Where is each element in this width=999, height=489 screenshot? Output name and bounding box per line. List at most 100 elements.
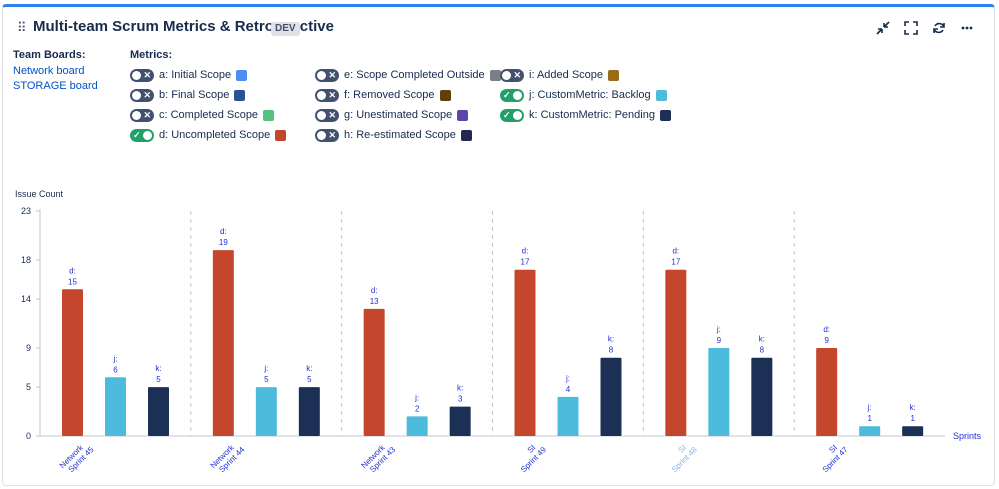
toggle-knob [513,110,522,120]
x-icon: ✕ [513,69,521,80]
bar-j [255,387,277,436]
metric-color-swatch [263,109,275,121]
metric-item: ✕ e: Scope Completed Outside [315,67,501,83]
x-label-line: SI [677,443,689,455]
check-icon: ✓ [503,109,511,120]
bar-series-label: k: [155,364,161,373]
metric-color-swatch [234,89,246,101]
metric-label: g: Unestimated Scope [344,109,453,121]
refresh-icon[interactable] [930,19,948,37]
bar-value-label: 9 [717,336,722,345]
env-badge: DEV [271,22,300,36]
x-icon: ✕ [143,69,151,80]
x-axis-title: Sprints [953,431,982,441]
board-link-storage[interactable]: STORAGE board [13,80,98,92]
metric-toggle[interactable]: ✕ [130,88,154,102]
metric-item: ✕ c: Completed Scope [130,107,275,123]
toggle-knob [317,110,326,120]
metric-toggle[interactable]: ✓ [500,108,524,122]
bar-d [363,308,385,436]
metric-color-swatch [275,129,287,141]
bar-d [62,289,83,436]
metric-toggle[interactable]: ✕ [315,128,339,142]
y-tick-label: 23 [21,206,31,216]
metric-item: ✓ k: CustomMetric: Pending [500,107,671,123]
metric-item: ✕ b: Final Scope [130,87,246,103]
toggle-knob [143,130,152,140]
bar-series-label: d: [522,247,529,256]
metric-item: ✕ f: Removed Scope [315,87,451,103]
toggle-knob [317,130,326,140]
metric-toggle[interactable]: ✓ [500,88,524,102]
x-icon: ✕ [143,89,151,100]
bar-value-label: 5 [307,375,312,384]
more-icon[interactable] [958,19,976,37]
metric-color-swatch [608,69,620,81]
metric-color-swatch [659,109,671,121]
toggle-knob [513,90,522,100]
metric-label: e: Scope Completed Outside [344,69,485,81]
board-link-network[interactable]: Network board [13,65,85,77]
toggle-knob [132,90,141,100]
team-boards-label: Team Boards: [13,49,86,61]
y-tick-label: 0 [26,431,31,441]
metric-label: f: Removed Scope [344,89,435,101]
bar-series-label: j: [263,364,268,373]
bar-series-label: j: [113,354,118,363]
bar-series-label: j: [565,374,570,383]
y-tick-label: 18 [21,255,31,265]
toggle-knob [132,70,141,80]
x-category-label: SISprint 47 [814,438,850,474]
bar-value-label: 19 [219,238,228,247]
bar-series-label: d: [69,266,76,275]
bar-value-label: 2 [415,404,420,413]
bar-series-label: d: [371,286,378,295]
bar-j [105,377,126,436]
metric-toggle[interactable]: ✓ [130,128,154,142]
bar-k [751,357,773,436]
x-category-label: NetworkSprint 43 [359,438,397,476]
fullscreen-icon[interactable] [902,19,920,37]
metric-toggle[interactable]: ✕ [130,108,154,122]
bar-k [449,406,471,436]
bar-series-label: k: [306,364,312,373]
x-category-label: SISprint 49 [513,438,549,474]
metric-item: ✕ h: Re-estimated Scope [315,127,472,143]
bar-series-label: j: [414,393,419,402]
x-category-label: SISprint 48 [663,438,699,474]
metric-item: ✕ a: Initial Scope [130,67,248,83]
bar-value-label: 5 [264,375,269,384]
bar-value-label: 4 [566,385,571,394]
bar-k [148,387,169,436]
bar-series-label: d: [823,325,830,334]
check-icon: ✓ [503,89,511,100]
panel-header: ⠿ Multi-team Scrum Metrics & Retrospecti… [3,7,994,51]
metric-toggle[interactable]: ✕ [500,68,524,82]
header-actions [874,19,976,37]
metric-item: ✕ i: Added Scope [500,67,620,83]
bar-k [600,357,622,436]
metric-toggle[interactable]: ✕ [315,68,339,82]
collapse-icon[interactable] [874,19,892,37]
metric-item: ✕ g: Unestimated Scope [315,107,469,123]
metric-toggle[interactable]: ✕ [315,108,339,122]
drag-handle-icon[interactable]: ⠿ [17,20,27,35]
y-tick-label: 14 [21,294,31,304]
bar-d [212,250,234,436]
toggle-knob [502,70,511,80]
x-icon: ✕ [143,109,151,120]
metric-toggle[interactable]: ✕ [130,68,154,82]
bar-value-label: 17 [671,258,680,267]
bar-j [859,426,881,436]
x-label-line: SI [827,443,839,455]
y-tick-label: 9 [26,343,31,353]
metric-label: b: Final Scope [159,89,230,101]
bar-value-label: 1 [910,414,915,423]
bar-j [406,416,428,436]
bar-d [665,269,687,436]
metric-toggle[interactable]: ✕ [315,88,339,102]
bar-series-label: k: [608,335,614,344]
bar-value-label: 3 [458,395,463,404]
bar-series-label: j: [716,325,721,334]
